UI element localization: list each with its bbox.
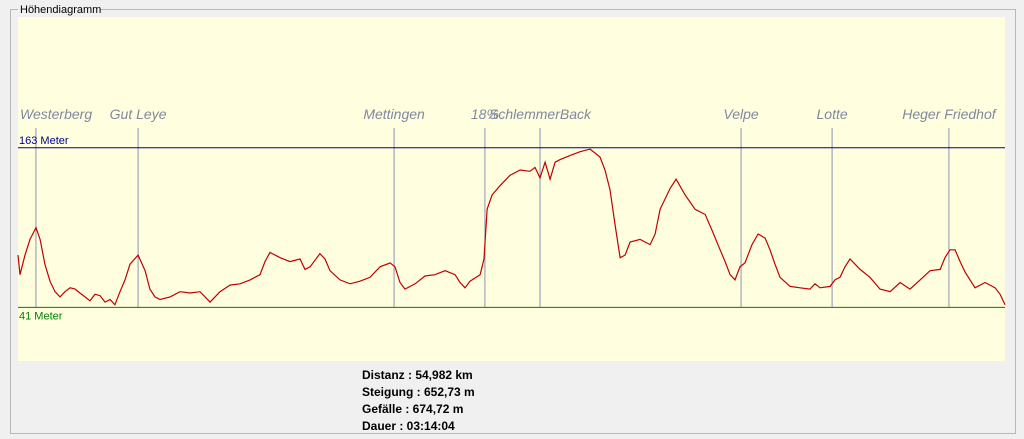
elevation-line	[17, 148, 1006, 306]
reference-label: 163 Meter	[19, 135, 69, 147]
stat-line: Steigung : 652,73 m	[362, 385, 475, 399]
stat-line: Dauer : 03:14:04	[362, 419, 455, 433]
waypoint-label: Velpe	[723, 106, 759, 122]
waypoint-label: Heger Friedhof	[902, 106, 997, 122]
group-title: Höhendiagramm	[20, 4, 101, 16]
stat-line: Distanz : 54,982 km	[362, 368, 473, 382]
waypoint-label: Westerberg	[20, 106, 92, 122]
waypoint-label: Mettingen	[363, 106, 425, 122]
group-box	[10, 9, 1016, 434]
plot-area	[18, 17, 1005, 361]
stats: Distanz : 54,982 km Steigung : 652,73 m Ge…	[362, 368, 475, 433]
waypoint-label: 18%	[471, 106, 499, 122]
waypoint-label: SchlemmerBack	[489, 106, 592, 122]
waypoint-label: Gut Leye	[110, 106, 167, 122]
group-title-bg	[18, 2, 100, 16]
waypoint-label: Lotte	[817, 106, 848, 122]
reference-label: 41 Meter	[19, 310, 63, 322]
stat-line: Gefälle : 674,72 m	[362, 402, 463, 416]
